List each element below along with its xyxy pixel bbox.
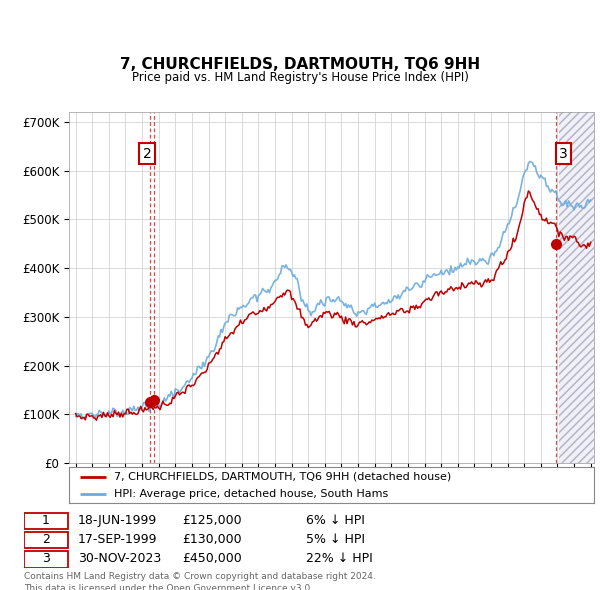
FancyBboxPatch shape bbox=[24, 532, 68, 548]
Text: 1: 1 bbox=[42, 514, 50, 527]
Text: 7, CHURCHFIELDS, DARTMOUTH, TQ6 9HH (detached house): 7, CHURCHFIELDS, DARTMOUTH, TQ6 9HH (det… bbox=[113, 471, 451, 481]
Text: 3: 3 bbox=[42, 552, 50, 565]
Bar bbox=[559, 112, 594, 463]
Text: Contains HM Land Registry data © Crown copyright and database right 2024.
This d: Contains HM Land Registry data © Crown c… bbox=[24, 572, 376, 590]
Text: 7, CHURCHFIELDS, DARTMOUTH, TQ6 9HH: 7, CHURCHFIELDS, DARTMOUTH, TQ6 9HH bbox=[120, 57, 480, 72]
Text: Price paid vs. HM Land Registry's House Price Index (HPI): Price paid vs. HM Land Registry's House … bbox=[131, 71, 469, 84]
Text: 18-JUN-1999: 18-JUN-1999 bbox=[77, 514, 157, 527]
FancyBboxPatch shape bbox=[24, 513, 68, 529]
Text: 2: 2 bbox=[143, 146, 152, 160]
Text: 22% ↓ HPI: 22% ↓ HPI bbox=[306, 552, 373, 565]
Text: 30-NOV-2023: 30-NOV-2023 bbox=[77, 552, 161, 565]
Text: £450,000: £450,000 bbox=[182, 552, 242, 565]
Text: 2: 2 bbox=[42, 533, 50, 546]
Text: 5% ↓ HPI: 5% ↓ HPI bbox=[306, 533, 365, 546]
Text: 3: 3 bbox=[559, 146, 568, 160]
Text: 17-SEP-1999: 17-SEP-1999 bbox=[77, 533, 157, 546]
Text: HPI: Average price, detached house, South Hams: HPI: Average price, detached house, Sout… bbox=[113, 489, 388, 499]
Text: 6% ↓ HPI: 6% ↓ HPI bbox=[306, 514, 365, 527]
Text: £130,000: £130,000 bbox=[182, 533, 242, 546]
Text: £125,000: £125,000 bbox=[182, 514, 242, 527]
FancyBboxPatch shape bbox=[24, 551, 68, 568]
